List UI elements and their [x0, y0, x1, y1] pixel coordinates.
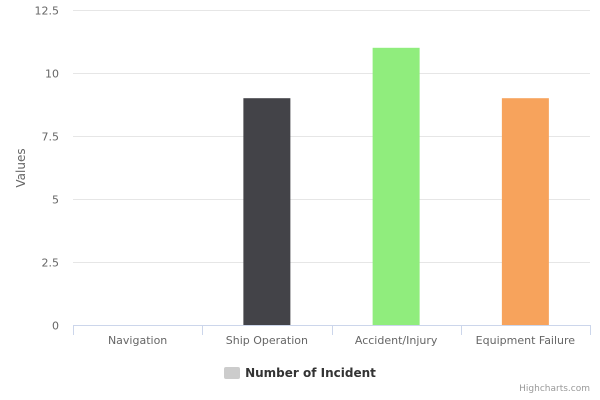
bars: [243, 47, 549, 326]
y-tick-label: 12.5: [35, 5, 60, 18]
y-axis-tick-labels: 0 2.5 5 7.5 10 12.5: [35, 5, 60, 333]
legend: Number of Incident: [0, 363, 600, 383]
y-tick-label: 7.5: [42, 131, 60, 144]
bar[interactable]: [372, 47, 420, 326]
bar[interactable]: [501, 98, 549, 325]
x-tick-label: Navigation: [108, 334, 167, 347]
x-axis: [73, 325, 591, 335]
bar[interactable]: [243, 98, 291, 325]
bar-chart: 0 2.5 5 7.5 10 12.5 Navigation Ship Operation A…: [14, 5, 591, 347]
x-tick-label: Ship Operation: [226, 334, 308, 347]
credits-link[interactable]: Highcharts.com: [519, 384, 590, 394]
y-tick-label: 10: [45, 68, 59, 81]
x-tick-label: Equipment Failure: [476, 334, 576, 347]
y-axis-title: Values: [14, 148, 28, 187]
x-axis-tick-labels: Navigation Ship Operation Accident/Injury E…: [108, 334, 575, 347]
legend-item-number-of-incident[interactable]: Number of Incident: [224, 366, 376, 380]
legend-label: Number of Incident: [245, 366, 376, 380]
y-tick-label: 5: [52, 194, 59, 207]
x-tick-label: Accident/Injury: [355, 334, 438, 347]
y-tick-label: 0: [52, 320, 59, 333]
y-tick-label: 2.5: [42, 257, 60, 270]
legend-swatch: [224, 367, 241, 379]
